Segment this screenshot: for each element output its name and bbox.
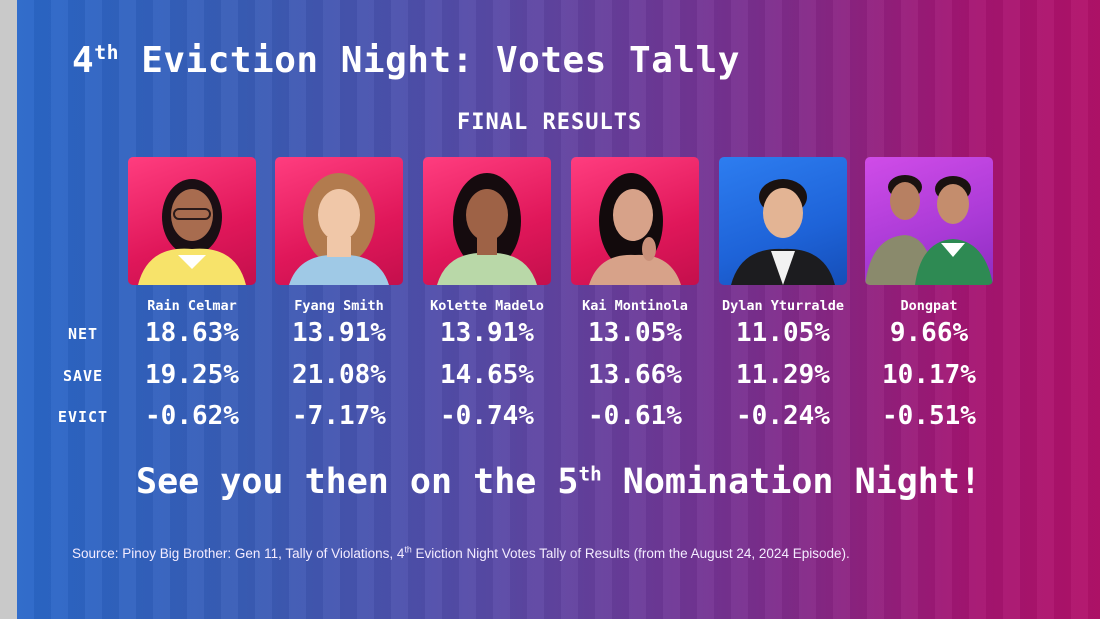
housemate-photo-kai <box>571 157 699 285</box>
housemate-photo-kolette <box>423 157 551 285</box>
housemate-photo-dylan <box>719 157 847 285</box>
subtitle: FINAL RESULTS <box>457 110 643 135</box>
closing-message: See you then on the 5th Nomination Night… <box>136 462 981 502</box>
save-value: 10.17% <box>882 360 976 390</box>
row-label-net: NET <box>67 325 99 343</box>
housemate-name: Kai Montinola <box>582 298 688 314</box>
slide: 4th Eviction Night: Votes Tally FINAL RE… <box>17 0 1100 619</box>
net-value: 13.05% <box>588 318 682 348</box>
page-title: 4th Eviction Night: Votes Tally <box>72 40 740 81</box>
evict-value: -0.62% <box>145 401 239 431</box>
housemate-photo-fyang <box>275 157 403 285</box>
housemate-name: Dongpat <box>900 298 958 314</box>
save-value: 21.08% <box>292 360 386 390</box>
save-value: 13.66% <box>588 360 682 390</box>
housemate-name: Rain Celmar <box>147 298 237 314</box>
source-note: Source: Pinoy Big Brother: Gen 11, Tally… <box>72 544 850 561</box>
net-value: 13.91% <box>292 318 386 348</box>
evict-value: -0.61% <box>588 401 682 431</box>
net-value: 13.91% <box>440 318 534 348</box>
net-value: 11.05% <box>736 318 830 348</box>
housemate-name: Dylan Yturralde <box>722 298 844 314</box>
save-value: 14.65% <box>440 360 534 390</box>
evict-value: -0.24% <box>736 401 830 431</box>
save-value: 19.25% <box>145 360 239 390</box>
housemate-photo-dongpat <box>865 157 993 285</box>
evict-value: -0.51% <box>882 401 976 431</box>
evict-value: -0.74% <box>440 401 534 431</box>
housemate-name: Kolette Madelo <box>430 298 544 314</box>
row-label-save: SAVE <box>62 367 104 385</box>
row-label-evict: EVICT <box>57 408 109 426</box>
save-value: 11.29% <box>736 360 830 390</box>
net-value: 9.66% <box>889 318 969 348</box>
evict-value: -7.17% <box>292 401 386 431</box>
housemate-photo-rain <box>128 157 256 285</box>
net-value: 18.63% <box>145 318 239 348</box>
housemate-name: Fyang Smith <box>294 298 384 314</box>
